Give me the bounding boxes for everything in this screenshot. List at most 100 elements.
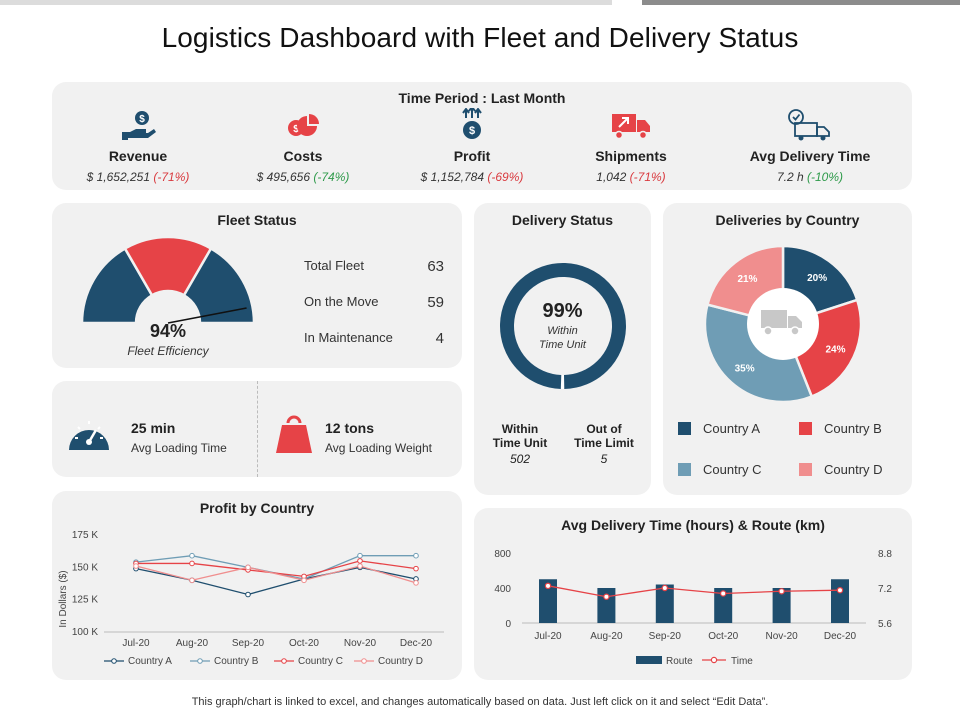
legend-label: Country A [703,421,761,436]
profit-y-tick: 100 K [72,627,98,638]
within-value: 502 [509,452,531,466]
avg-loading-weight-label: Avg Loading Weight [325,441,432,455]
kpi-shipments-change: (-71%) [629,170,666,184]
profit-y-tick: 150 K [72,562,98,573]
kpi-costs-label: Costs [283,148,323,164]
fleet-row-label: Total Fleet [304,258,364,273]
profit-point [245,564,251,571]
delivery-pct-label-2: Time Unit [539,339,586,351]
fleet-row-maintenance: In Maintenance 4 [304,330,444,347]
truck-icon [612,114,650,140]
profit-point [357,563,363,569]
time-point [836,586,844,594]
route-bar [655,584,674,623]
legend-swatch [799,463,812,476]
fleet-row-value: 59 [427,294,444,311]
route-x-tick: Sep-20 [649,631,682,642]
delivery-status-title: Delivery Status [511,212,614,228]
profit-x-tick: Aug-20 [176,638,209,649]
within-label-1: Within [501,422,539,436]
delivery-time-route-title: Avg Delivery Time (hours) & Route (km) [561,517,825,533]
legend-swatch [678,463,691,476]
pie-slice-country-c [703,303,814,404]
fleet-row-total: Total Fleet 63 [304,258,444,275]
fleet-efficiency-label: Fleet Efficiency [127,344,209,358]
within-time-block: Within Time Unit 502 [480,422,560,466]
route-x-tick: Dec-20 [824,631,857,642]
profit-point [357,552,363,559]
legend-country-a: Country A [678,421,760,436]
delivery-pct-label-1: Within [547,325,578,337]
kpi-profit-label: Profit [453,148,491,164]
deliveries-pie: 20% 24% 35% 21% [703,244,863,404]
time-legend-label: Time [731,656,753,667]
route-legend-label: Route [666,656,693,667]
kpi-shipments-value: 1,042 [596,170,627,184]
profit-x-tick: Dec-20 [400,638,433,649]
profit-series-country-b [135,555,416,580]
svg-text:$: $ [469,125,475,137]
kpi-profit-change: (-69%) [487,170,524,184]
fleet-efficiency-value: 94% [149,321,187,341]
route-x-tick: Jul-20 [534,631,562,642]
profit-legend-marker [111,658,117,664]
fleet-row-value: 63 [427,258,444,275]
route-y-right-tick: 5.6 [878,619,892,630]
kpi-revenue-value: $ 1,652,251 [86,170,151,184]
time-point [603,593,610,600]
within-label-2: Time Unit [492,436,548,450]
profit-point [301,577,307,584]
profit-line-chart: In Dollars ($) Jul-20 Aug-20 Sep-20 Oct-20 N… [58,530,444,667]
kpi-avg-delivery-time-change: (-10%) [807,170,844,184]
out-value: 5 [600,452,608,466]
delivery-time-icon [788,109,830,141]
profit-legend-label: Country D [378,656,423,667]
out-label-1: Out of [586,422,622,436]
truck-icon [761,310,802,336]
fleet-row-value: 4 [435,330,444,347]
profit-point [189,560,195,567]
profit-y-tick: 125 K [72,595,98,606]
route-y-right-tick: 7.2 [878,584,892,595]
kpi-avg-delivery-time-label: Avg Delivery Time [749,148,871,164]
route-combo-chart: Jul-20 Aug-20 Sep-20 Oct-20 Nov-20 Dec-20 800… [494,549,892,667]
time-point [544,582,552,590]
route-y-left-tick: 400 [494,584,511,595]
out-label-2: Time Limit [574,436,634,450]
profit-point [413,552,419,559]
profit-x-tick: Sep-20 [232,638,265,649]
profit-legend-marker [361,658,367,664]
profit-point [245,591,251,598]
time-legend-marker [710,656,718,664]
costs-icon: $ [288,114,319,136]
avg-loading-time-value: 25 min [131,420,176,436]
route-x-tick: Aug-20 [590,631,623,642]
profit-point [189,552,195,559]
legend-country-c: Country C [678,462,762,477]
profit-point [189,577,195,584]
profit-legend-marker [281,658,287,664]
kpi-revenue-label: Revenue [108,148,168,164]
kpi-shipments-label: Shipments [595,148,667,164]
legend-country-b: Country B [799,421,882,436]
weight-icon [276,415,312,453]
avg-loading-weight-value: 12 tons [325,420,375,436]
delivery-time-route-card: Avg Delivery Time (hours) & Route (km) J… [474,508,912,680]
svg-text:$: $ [139,114,145,125]
profit-y-axis-label: In Dollars ($) [58,570,69,627]
kpi-panel: Time Period : Last Month $ Revenue $ 1,6… [52,82,912,190]
route-y-right-tick: 8.8 [878,549,892,560]
fleet-row-label: On the Move [304,294,379,309]
fleet-status-title: Fleet Status [217,212,297,228]
delivery-status-card: Delivery Status 99% Within Time Unit Wit… [474,203,651,495]
route-bar [831,579,849,623]
delivery-pct-value: 99% [542,300,583,322]
kpi-avg-delivery-time-value: 7.2 h [776,170,804,184]
profit-icon: $ [462,108,482,139]
kpi-costs: $ Costs $ 495,656 (-74%) [213,108,393,184]
pie-label: 24% [825,345,845,356]
route-y-left-tick: 800 [494,549,511,560]
profit-x-tick: Jul-20 [122,638,150,649]
kpi-profit-value: $ 1,152,784 [420,170,485,184]
profit-y-tick: 175 K [72,530,98,541]
